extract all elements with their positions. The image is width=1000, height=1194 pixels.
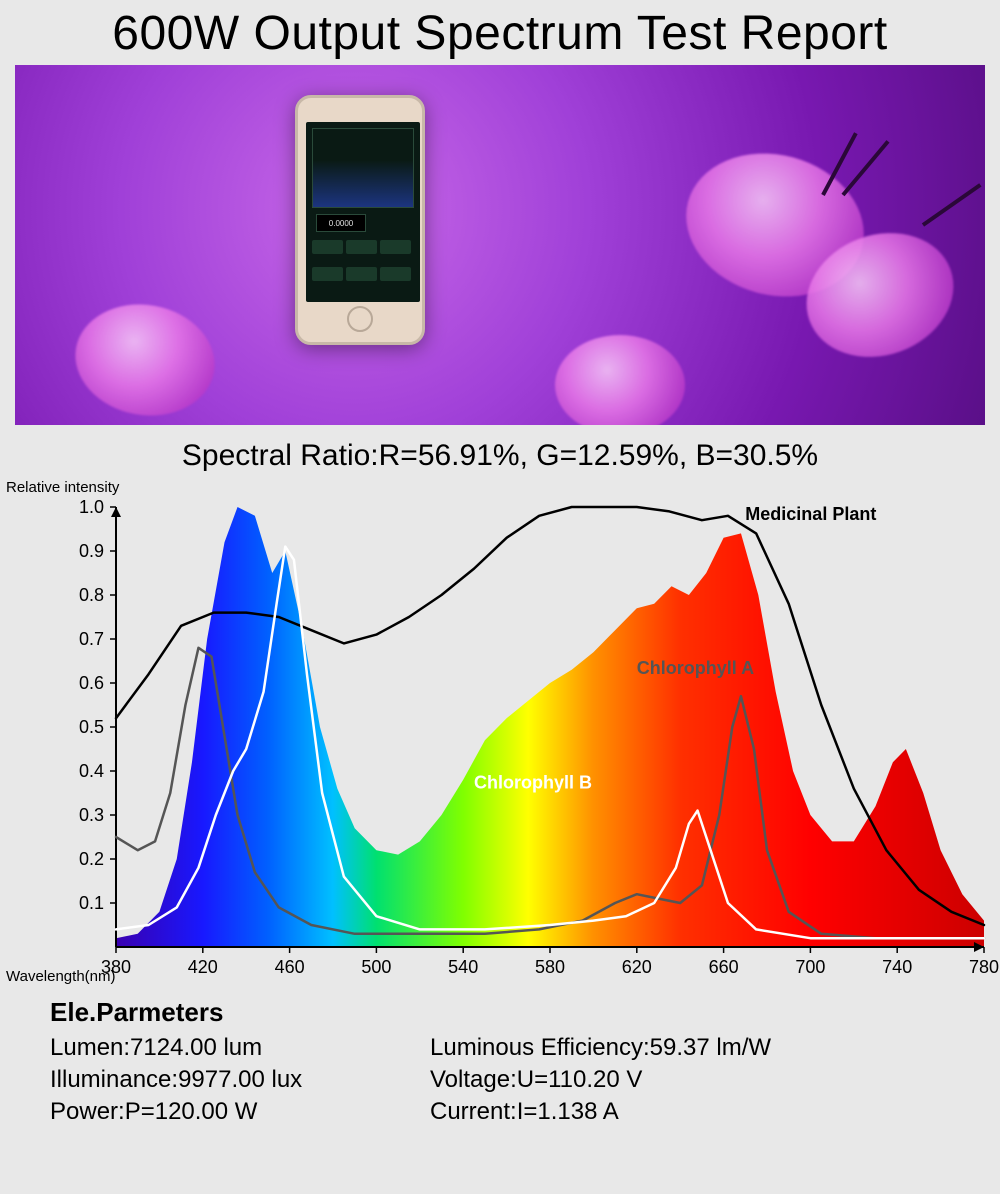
spectral-ratio: Spectral Ratio:R=56.91%, G=12.59%, B=30.… [0, 425, 1000, 477]
params-title: Ele.Parmeters [50, 997, 970, 1028]
svg-text:500: 500 [361, 957, 391, 977]
param-left: Lumen:7124.00 lum [50, 1034, 410, 1062]
svg-text:780: 780 [969, 957, 999, 977]
svg-text:540: 540 [448, 957, 478, 977]
svg-text:0.9: 0.9 [79, 541, 104, 561]
svg-text:620: 620 [622, 957, 652, 977]
svg-text:Chlorophyll B: Chlorophyll B [474, 773, 592, 793]
svg-text:460: 460 [275, 957, 305, 977]
svg-text:0.5: 0.5 [79, 717, 104, 737]
param-left: Illuminance:9977.00 lux [50, 1066, 410, 1094]
svg-text:580: 580 [535, 957, 565, 977]
svg-text:Medicinal Plant: Medicinal Plant [745, 504, 876, 524]
electrical-parameters: Ele.Parmeters Lumen:7124.00 lum Luminous … [0, 987, 1000, 1126]
param-right: Luminous Efficiency:59.37 lm/W [430, 1034, 970, 1062]
svg-text:0.6: 0.6 [79, 673, 104, 693]
svg-text:0.8: 0.8 [79, 585, 104, 605]
svg-text:0.1: 0.1 [79, 893, 104, 913]
svg-text:1.0: 1.0 [79, 497, 104, 517]
svg-text:0.2: 0.2 [79, 849, 104, 869]
hero-photo: 0.0000 [15, 65, 985, 425]
svg-text:660: 660 [709, 957, 739, 977]
param-right: Voltage:U=110.20 V [430, 1066, 970, 1094]
svg-text:0.4: 0.4 [79, 761, 104, 781]
svg-text:740: 740 [882, 957, 912, 977]
phone-mock: 0.0000 [295, 95, 425, 345]
svg-text:0.7: 0.7 [79, 629, 104, 649]
svg-text:Chlorophyll A: Chlorophyll A [637, 658, 754, 678]
page-title: 600W Output Spectrum Test Report [0, 0, 1000, 65]
param-right: Current:I=1.138 A [430, 1098, 970, 1126]
svg-text:380: 380 [101, 957, 131, 977]
phone-readout: 0.0000 [316, 214, 366, 232]
param-left: Power:P=120.00 W [50, 1098, 410, 1126]
svg-text:0.3: 0.3 [79, 805, 104, 825]
svg-text:420: 420 [188, 957, 218, 977]
spectrum-chart: Relative intensity Wavelength(nm) 0.10.2… [0, 477, 1000, 987]
svg-text:700: 700 [795, 957, 825, 977]
